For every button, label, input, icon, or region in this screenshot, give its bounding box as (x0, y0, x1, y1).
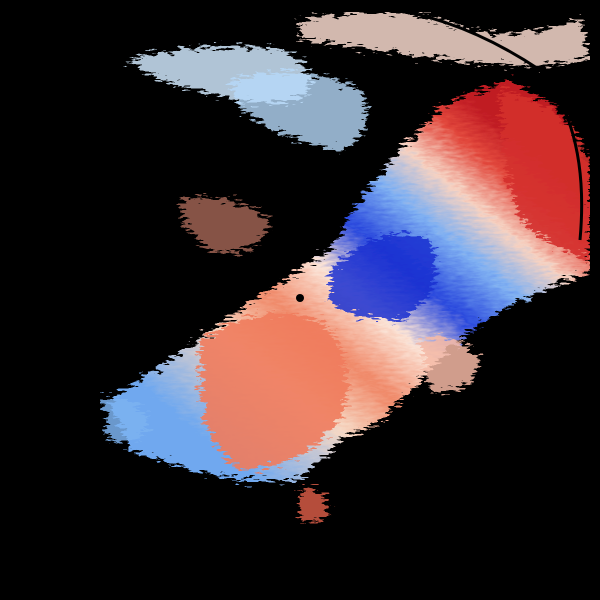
echo-field (100, 12, 590, 524)
range-ring (299, 4, 584, 241)
radar-site (296, 294, 304, 302)
